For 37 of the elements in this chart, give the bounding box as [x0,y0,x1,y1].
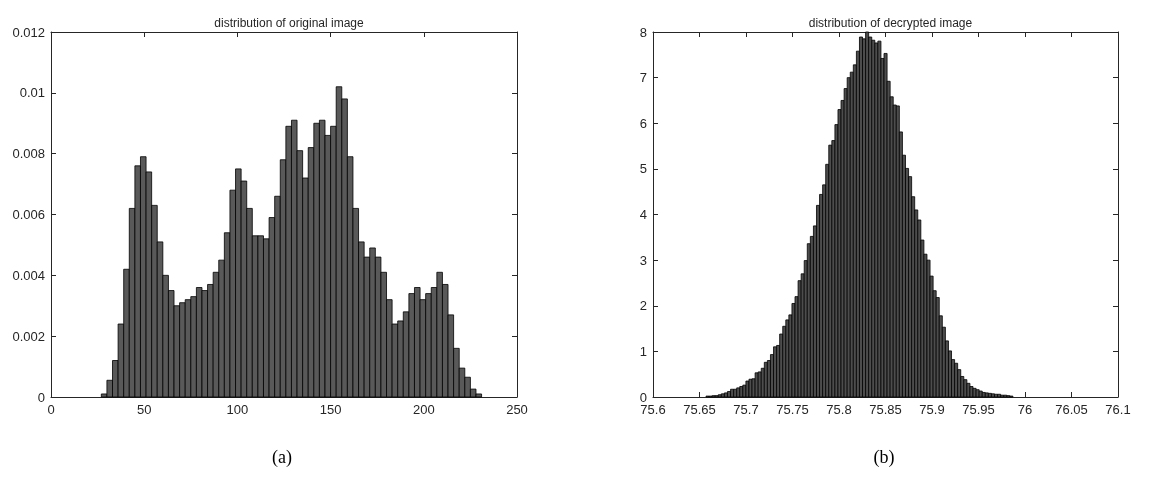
x-tick-label: 0 [47,402,55,417]
y-tick-label: 4 [639,207,647,222]
y-tick-label: 0.012 [12,24,45,40]
x-tick-label: 75.8 [826,402,852,417]
x-tick-label: 150 [319,402,342,417]
x-tick-label: 75.65 [683,402,716,417]
y-tick-label: 7 [639,70,647,86]
y-tick-label: 0.008 [12,146,45,162]
y-tick-label: 0.01 [19,85,45,101]
text: (b) [873,447,895,468]
x-tick-label: 76 [1017,402,1033,417]
x-tick-label: 76.05 [1055,402,1088,417]
y-tick-label: 1 [639,343,647,359]
y-tick-label: 5 [639,161,647,177]
chart-title: distribution of original image [214,16,365,30]
x-tick-label: 100 [226,402,249,417]
y-tick-label: 0 [37,389,45,405]
y-tick-label: 0.004 [12,267,45,283]
x-tick-label: 75.95 [962,402,995,417]
x-tick-label: 75.7 [733,402,759,417]
x-tick-label: 50 [136,402,152,417]
y-tick-label: 8 [639,24,647,40]
y-tick-label: 0 [639,389,647,405]
x-tick-label: 75.85 [869,402,902,417]
y-tick-label: 6 [639,115,647,131]
x-tick-label: 250 [506,402,528,417]
y-tick-label: 0.006 [12,207,45,222]
text: (a) [272,447,292,468]
y-tick-label: 3 [639,252,647,268]
x-tick-label: 75.6 [640,402,666,417]
chart-title: distribution of decrypted image [808,16,973,30]
y-tick-label: 0.002 [12,328,45,344]
x-tick-label: 75.9 [919,402,945,417]
x-tick-label: 200 [412,402,435,417]
x-tick-label: 75.75 [776,402,809,417]
y-tick-label: 2 [639,298,647,314]
x-tick-label: 76.1 [1105,402,1131,417]
